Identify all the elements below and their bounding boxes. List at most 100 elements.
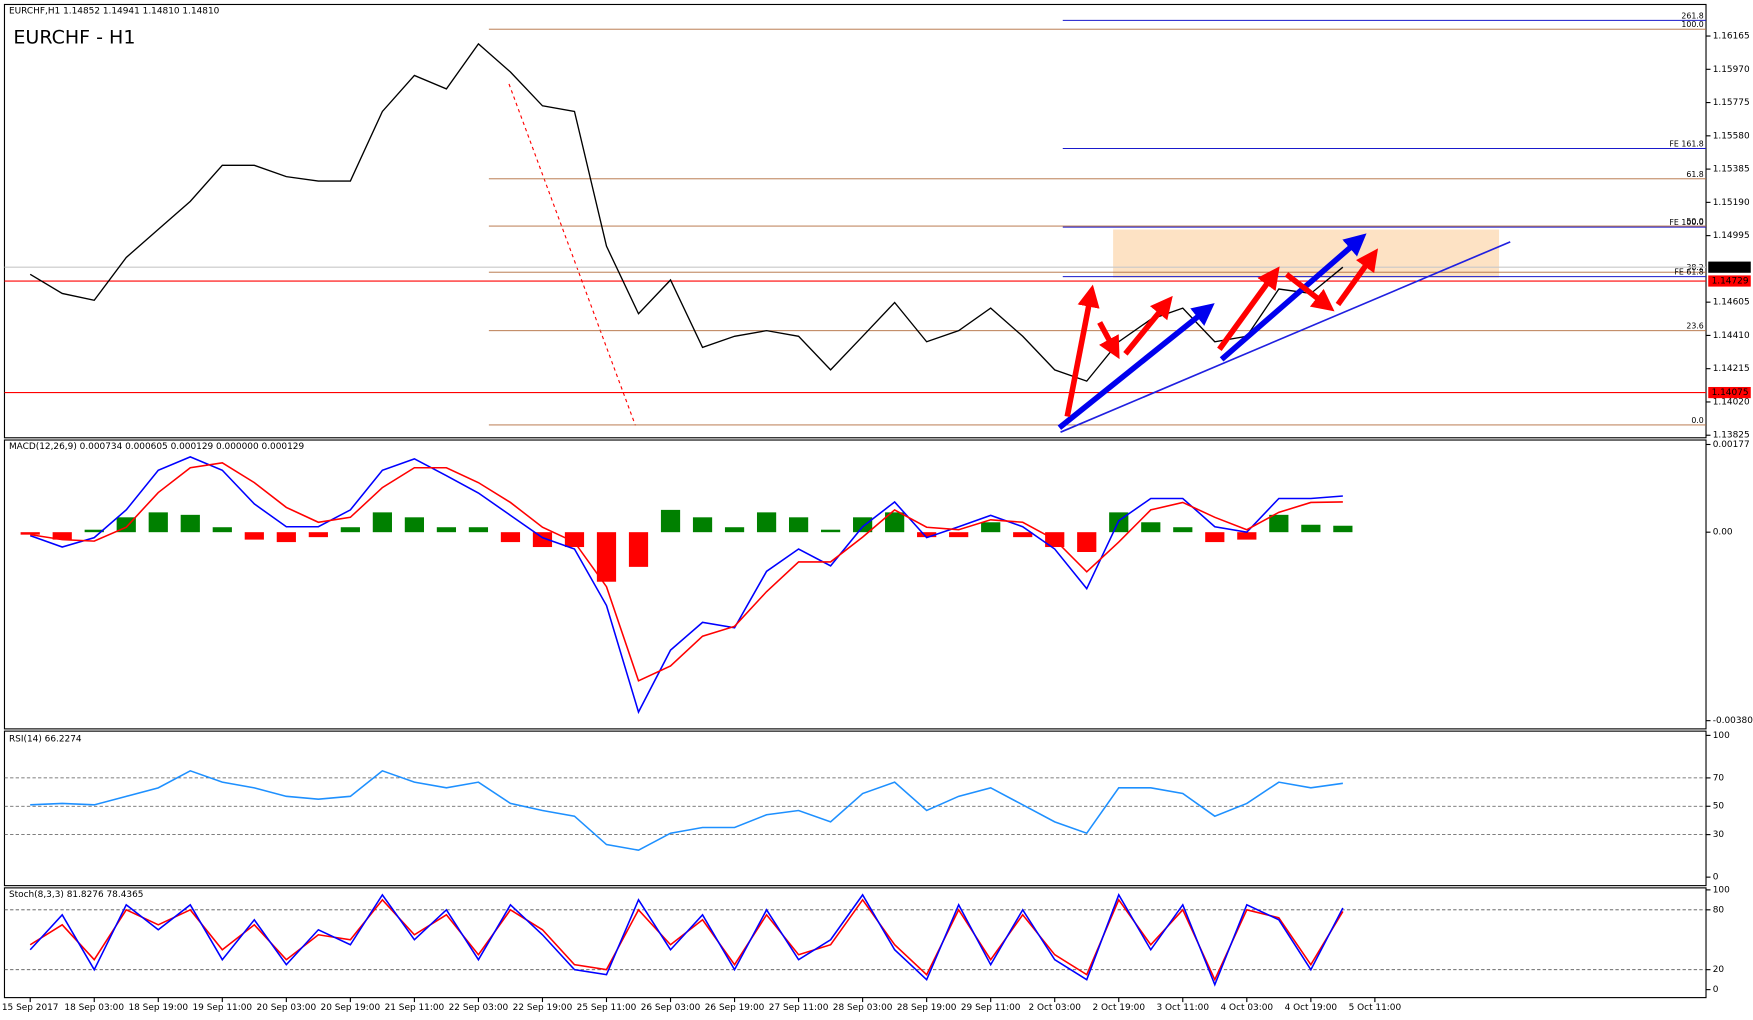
x-tick-label: 15 Sep 2017 [2,1003,59,1013]
x-tick-label: 4 Oct 19:00 [1285,1003,1338,1013]
histogram-bar [1141,522,1161,533]
x-tick-label: 20 Sep 03:00 [257,1003,317,1013]
trend-arrow [1057,303,1215,430]
fib-label: 23.6 [1686,322,1703,331]
impulse-arrow [1335,248,1379,307]
y-tick-label: 50 [1713,802,1725,812]
fib-anchor-line [508,83,636,426]
x-tick-label: 29 Sep 11:00 [961,1003,1021,1013]
histogram-bar [821,529,841,533]
y-tick-label: 1.15580 [1713,131,1750,141]
histogram-bar [180,514,200,533]
symbol-header: EURCHF,H1 1.14852 1.14941 1.14810 1.1481… [9,7,220,17]
histogram-bar [756,512,777,533]
macd-panel [3,439,1707,730]
y-tick-label: 0.00177 [1713,440,1750,450]
fe-label: FE 61.8 [1674,268,1703,277]
fe-label: 261.8 [1681,11,1703,20]
x-tick-label: 22 Sep 03:00 [449,1003,509,1013]
histogram-bar [1269,514,1289,533]
histogram-bar [981,522,1001,533]
y-tick-label: 1.14410 [1713,331,1750,341]
histogram-bar [1173,527,1193,533]
price-tag [1708,261,1751,273]
macd-title: MACD(12,26,9) 0.000734 0.000605 0.000129… [9,442,304,452]
histogram-bar [853,517,873,533]
fib-label: 0.0 [1691,416,1703,425]
y-tick-label: 100 [1713,885,1730,895]
histogram-bar [436,527,457,533]
trend-arrow [1219,233,1367,362]
histogram-bar [84,529,104,533]
histogram-bar [1077,532,1097,553]
y-tick-label: 70 [1713,773,1725,783]
y-tick-label: 1.14605 [1713,298,1750,308]
chart-annotation: EURCHF - H1 [13,27,135,49]
y-tick-label: 1.16165 [1713,32,1750,42]
y-tick-label: 1.14020 [1713,397,1750,407]
histogram-bar [244,532,264,540]
y-tick-label: 1.15190 [1713,198,1750,208]
histogram-bar [724,527,745,533]
x-tick-label: 27 Sep 11:00 [769,1003,829,1013]
y-tick-label: 1.14215 [1713,364,1750,374]
impulse-arrow [1123,295,1173,356]
histogram-bar [500,532,521,543]
histogram-bar [468,527,489,533]
y-tick-label: 1.15775 [1713,98,1750,108]
histogram-bar [1237,532,1257,540]
series-line [29,893,1344,987]
price-tag-label: 1.14729 [1712,277,1749,287]
impulse-arrow [1284,272,1335,312]
series-line [29,42,1344,382]
stoch-panel [3,887,1707,999]
x-tick-label: 3 Oct 11:00 [1157,1003,1210,1013]
price-tag-label: 1.14075 [1712,388,1749,398]
stoch-title: Stoch(8,3,3) 81.8276 78.4365 [9,890,143,900]
histogram-bar [20,532,40,535]
series-line [30,769,1343,852]
impulse-arrow [1064,284,1100,418]
target-zone [1113,229,1500,278]
y-tick-label: 0 [1713,873,1719,883]
histogram-bar [660,509,681,533]
x-tick-label: 20 Sep 19:00 [321,1003,381,1013]
price-tag-label: 1.14810 [1712,263,1749,273]
histogram-bar [276,532,296,543]
histogram-bar [917,532,937,538]
drawings [1057,233,1511,433]
histogram-bar [212,527,232,533]
histogram-bar [308,532,328,538]
histogram-bar [148,512,168,533]
series-line [30,461,1343,682]
histogram-bar [1205,532,1225,543]
x-tick-label: 18 Sep 03:00 [64,1003,124,1013]
price-panel [3,3,1707,439]
y-tick-label: -0.003804 [1713,716,1753,726]
histogram-bar [340,527,360,533]
histogram-bar [1013,532,1033,538]
y-tick-label: 0.00 [1713,528,1733,538]
y-tick-label: 100 [1713,731,1730,741]
fe-label: FE 161.8 [1669,139,1703,148]
y-tick-label: 1.15385 [1713,165,1750,175]
rsi-title: RSI(14) 66.2274 [9,734,82,744]
x-tick-label: 28 Sep 03:00 [833,1003,893,1013]
histogram-bar [372,512,392,533]
histogram-bar [1333,525,1353,533]
x-tick-label: 26 Sep 03:00 [641,1003,701,1013]
histogram-bar [404,517,425,533]
impulse-arrow [1097,321,1120,360]
histogram-bar [628,532,649,567]
fib-label: 100.0 [1681,20,1703,29]
trend-line [1060,241,1511,433]
histogram-bar [1301,524,1321,533]
y-tick-label: 1.13825 [1713,431,1750,441]
panel-frames [3,3,1707,999]
fe-label: FE 100.0 [1669,218,1703,227]
histogram-bar [564,532,585,548]
y-tick-label: 80 [1713,905,1725,915]
histogram-bar [596,532,617,582]
